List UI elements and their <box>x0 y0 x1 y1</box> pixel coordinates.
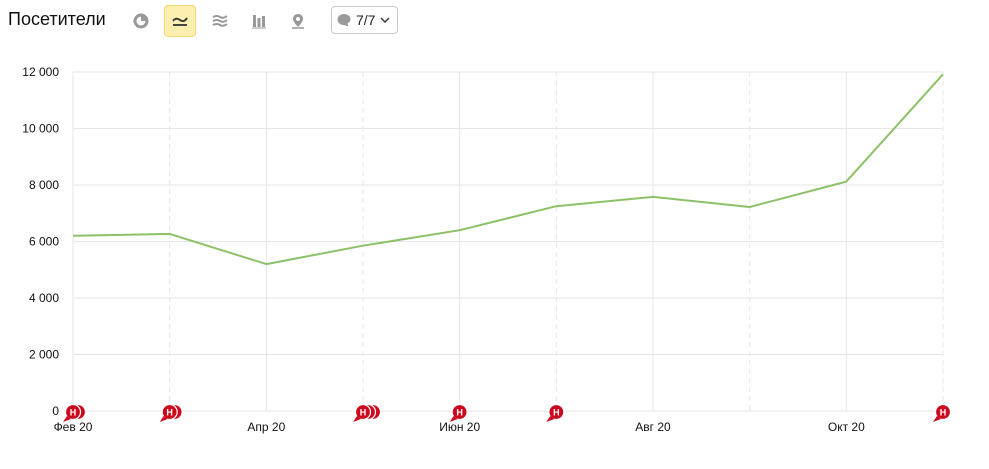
comment-icon <box>337 14 351 27</box>
y-tick-label: 8 000 <box>29 178 59 192</box>
header: Посетители <box>0 0 989 42</box>
note-marker-bubble[interactable] <box>548 403 565 421</box>
map-button[interactable] <box>282 5 314 37</box>
note-marker-tail <box>159 416 168 422</box>
note-marker-bubble[interactable] <box>161 403 178 421</box>
note-marker-bubble[interactable] <box>64 403 82 421</box>
data-point <box>168 232 172 236</box>
note-marker-label: Н <box>166 408 173 418</box>
data-point <box>71 234 75 238</box>
y-tick-label: 10 000 <box>22 122 59 136</box>
note-marker-label: Н <box>456 408 463 418</box>
note-marker-label: Н <box>553 408 560 418</box>
note-marker-tail <box>353 416 361 422</box>
x-tick-label: Июн 20 <box>439 420 480 434</box>
note-marker-bubble[interactable] <box>451 403 468 421</box>
x-tick-label: Окт 20 <box>828 420 865 434</box>
data-point <box>844 180 848 184</box>
y-tick-label: 6 000 <box>29 235 59 249</box>
notes-count: 7/7 <box>356 12 376 28</box>
note-marker-tail <box>933 416 941 422</box>
data-point <box>941 72 945 76</box>
note-marker-tail <box>546 416 555 422</box>
x-tick-label: Фев 20 <box>54 420 93 434</box>
pie-chart-icon <box>133 13 149 29</box>
note-marker-label: Н <box>70 408 77 418</box>
page-title: Посетители <box>8 9 106 29</box>
bar-chart-icon <box>252 15 266 29</box>
data-point <box>748 205 752 209</box>
series-line <box>72 73 944 266</box>
line-chart-icon <box>172 17 188 26</box>
note-marker-tail <box>63 416 71 422</box>
data-point <box>458 228 462 232</box>
map-pin-icon <box>292 14 304 29</box>
pie-chart-button[interactable] <box>125 5 157 37</box>
bar-chart-button[interactable] <box>243 5 275 37</box>
data-point <box>651 195 655 199</box>
note-marker-bubble[interactable] <box>354 403 372 421</box>
y-tick-label: 4 000 <box>29 291 59 305</box>
note-marker-label: Н <box>940 408 947 418</box>
line-chart-button[interactable] <box>164 5 196 37</box>
y-tick-label: 0 <box>52 404 59 418</box>
x-tick-label: Авг 20 <box>635 420 671 434</box>
data-point <box>554 204 558 208</box>
area-chart-button[interactable] <box>204 5 236 37</box>
note-marker-tail <box>449 416 458 422</box>
data-point <box>361 244 365 248</box>
y-tick-label: 12 000 <box>22 65 59 79</box>
area-chart-icon <box>212 15 228 27</box>
chevron-down-icon <box>380 17 390 23</box>
x-tick-label: Апр 20 <box>247 420 285 434</box>
data-point <box>264 262 268 266</box>
note-marker-bubble[interactable] <box>934 403 952 421</box>
y-tick-label: 2 000 <box>29 348 59 362</box>
note-marker-label: Н <box>360 408 367 418</box>
notes-select[interactable]: 7/7 <box>331 6 398 34</box>
